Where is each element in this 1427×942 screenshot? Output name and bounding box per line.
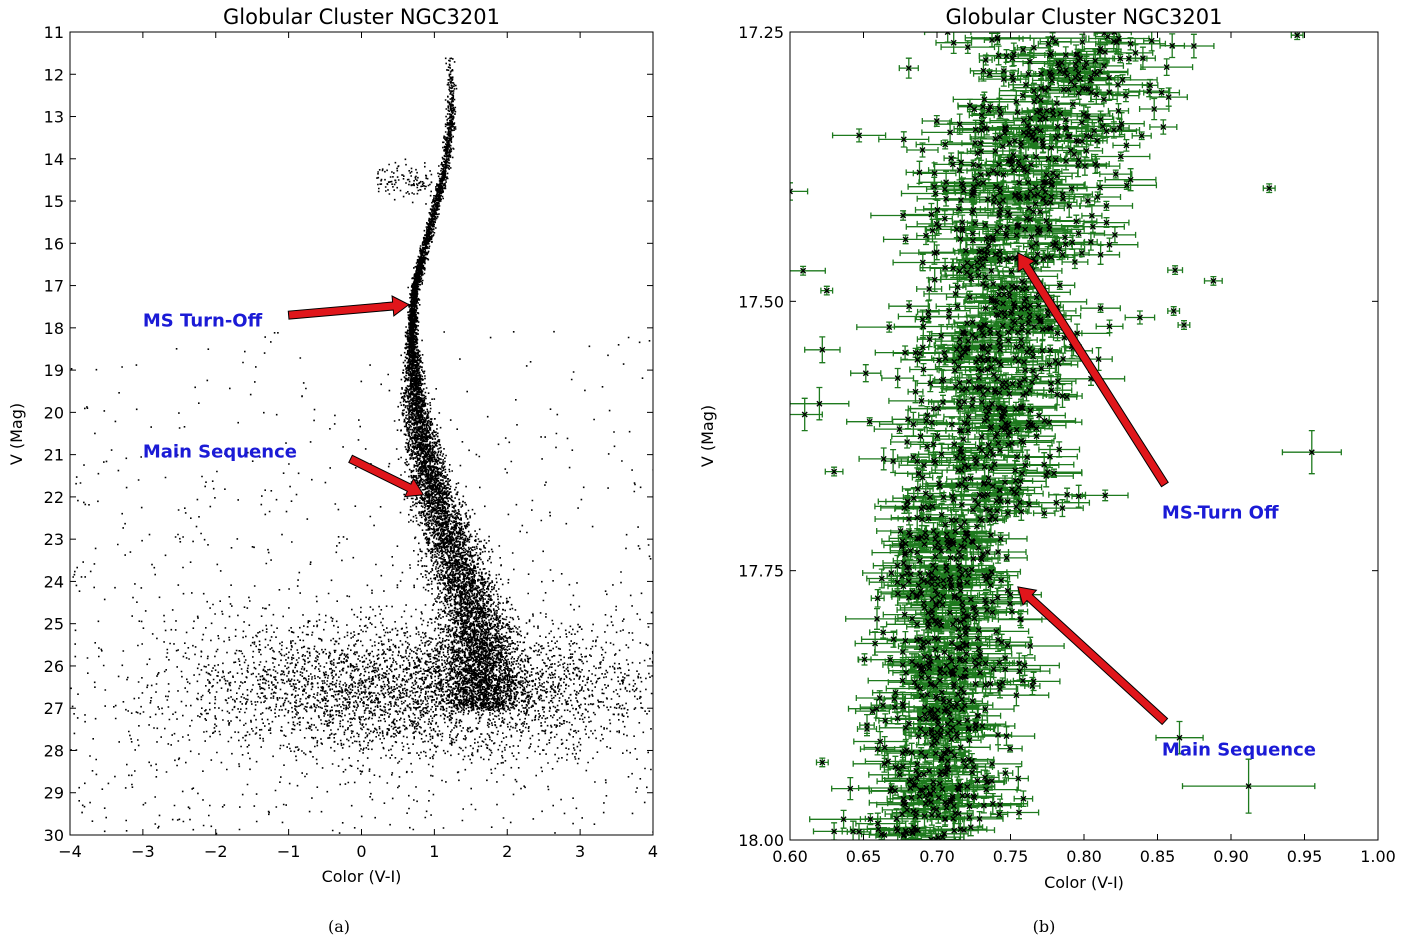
panel-a-xlabel: Color (V-I) bbox=[322, 867, 402, 886]
panel-b-annotations: MS-Turn Off Main Sequence bbox=[1017, 252, 1316, 760]
panel-b-xlabel: Color (V-I) bbox=[1044, 873, 1124, 892]
panel-b-title: Globular Cluster NGC3201 bbox=[946, 5, 1223, 29]
panel-a-annotation-label: MS Turn-Off bbox=[143, 310, 263, 331]
panel-a-ytick-label: 11 bbox=[44, 23, 64, 42]
panel-a-xtick-label: −3 bbox=[131, 842, 155, 861]
panel-b-xtick-label: 0.75 bbox=[993, 847, 1029, 866]
panel-b-ytick-label: 17.75 bbox=[738, 562, 784, 581]
panel-a-annotation-arrow bbox=[287, 295, 410, 320]
panel-b-star-markers bbox=[790, 32, 1315, 840]
panel-a-annotation-label: Main Sequence bbox=[143, 441, 297, 462]
panel-a-xtick-label: 1 bbox=[429, 842, 439, 861]
panel-a-xtick-label: 2 bbox=[502, 842, 512, 861]
panel-a-xtick-label: 4 bbox=[648, 842, 658, 861]
panel-a-ytick-label: 13 bbox=[44, 108, 64, 127]
panel-a-ytick-label: 24 bbox=[44, 572, 64, 591]
panel-b-xtick-label: 0.95 bbox=[1287, 847, 1323, 866]
panel-b-error-bars bbox=[790, 32, 1342, 840]
panel-b-xtick-label: 0.80 bbox=[1066, 847, 1102, 866]
panel-a-ylabel: V (Mag) bbox=[7, 403, 26, 465]
panel-b-caption: (b) bbox=[1033, 917, 1056, 936]
panel-a-ytick-label: 30 bbox=[44, 826, 64, 845]
panel-a-xtick-label: 3 bbox=[575, 842, 585, 861]
panel-b-xtick-label: 0.90 bbox=[1213, 847, 1249, 866]
panel-a: Globular Cluster NGC3201 −4 −3 −2 −1 0 1 2 3 411… bbox=[7, 5, 658, 936]
panel-a-points bbox=[70, 57, 653, 835]
panel-a-star-points bbox=[70, 57, 653, 835]
panel-a-ytick-label: 28 bbox=[44, 741, 64, 760]
panel-b-xtick-label: 0.60 bbox=[772, 847, 808, 866]
panel-a-annotations: MS Turn-Off Main Sequence bbox=[143, 295, 425, 498]
panel-a-ytick-label: 27 bbox=[44, 699, 64, 718]
panel-a-ytick-label: 19 bbox=[44, 361, 64, 380]
panel-a-ytick-label: 23 bbox=[44, 530, 64, 549]
panel-b-annotation-label: MS-Turn Off bbox=[1162, 502, 1279, 523]
panel-a-ytick-label: 22 bbox=[44, 488, 64, 507]
panel-b-xtick-label: 1.00 bbox=[1360, 847, 1396, 866]
panel-b: Globular Cluster NGC3201 0.60 0.65 0.70 0.7… bbox=[698, 5, 1396, 936]
panel-b-ytick-label: 17.25 bbox=[738, 23, 784, 42]
panel-a-ytick-label: 25 bbox=[44, 615, 64, 634]
panel-a-ticks: −4 −3 −2 −1 0 1 2 3 4111213141516171819202122232… bbox=[44, 23, 658, 861]
panel-a-caption: (a) bbox=[328, 917, 350, 936]
panel-a-annotation-arrow bbox=[348, 454, 425, 498]
panel-b-xtick-label: 0.85 bbox=[1140, 847, 1176, 866]
panel-b-ticks: 0.60 0.65 0.70 0.75 0.80 0.85 0.90 0.95 1.00 17.2… bbox=[738, 23, 1396, 866]
panel-a-ytick-label: 16 bbox=[44, 234, 64, 253]
panel-b-xtick-label: 0.65 bbox=[846, 847, 882, 866]
panel-b-annotation-arrow bbox=[1017, 586, 1169, 726]
panel-b-xtick-label: 0.70 bbox=[919, 847, 955, 866]
panel-b-frame bbox=[789, 31, 1379, 841]
panel-a-xtick-label: 0 bbox=[356, 842, 366, 861]
panel-a-ytick-label: 14 bbox=[44, 150, 64, 169]
panel-a-ytick-label: 18 bbox=[44, 319, 64, 338]
panel-a-ytick-label: 29 bbox=[44, 784, 64, 803]
panel-a-ytick-label: 15 bbox=[44, 192, 64, 211]
panel-a-xtick-label: −4 bbox=[58, 842, 82, 861]
panel-a-frame bbox=[69, 31, 654, 836]
panel-a-xtick-label: −2 bbox=[204, 842, 228, 861]
panel-b-annotation-label: Main Sequence bbox=[1162, 739, 1316, 760]
panel-a-ytick-label: 17 bbox=[44, 277, 64, 296]
panel-b-annotation-arrow bbox=[1017, 252, 1169, 488]
panel-b-ytick-label: 18.00 bbox=[738, 831, 784, 850]
panel-a-title: Globular Cluster NGC3201 bbox=[223, 5, 500, 29]
panel-a-ytick-label: 12 bbox=[44, 65, 64, 84]
panel-b-points bbox=[790, 32, 1342, 840]
panel-a-ytick-label: 21 bbox=[44, 446, 64, 465]
panel-b-ylabel: V (Mag) bbox=[698, 405, 717, 467]
panel-b-ytick-label: 17.50 bbox=[738, 292, 784, 311]
panel-a-ytick-label: 20 bbox=[44, 403, 64, 422]
panel-a-xtick-label: −1 bbox=[277, 842, 301, 861]
panel-a-ytick-label: 26 bbox=[44, 657, 64, 676]
